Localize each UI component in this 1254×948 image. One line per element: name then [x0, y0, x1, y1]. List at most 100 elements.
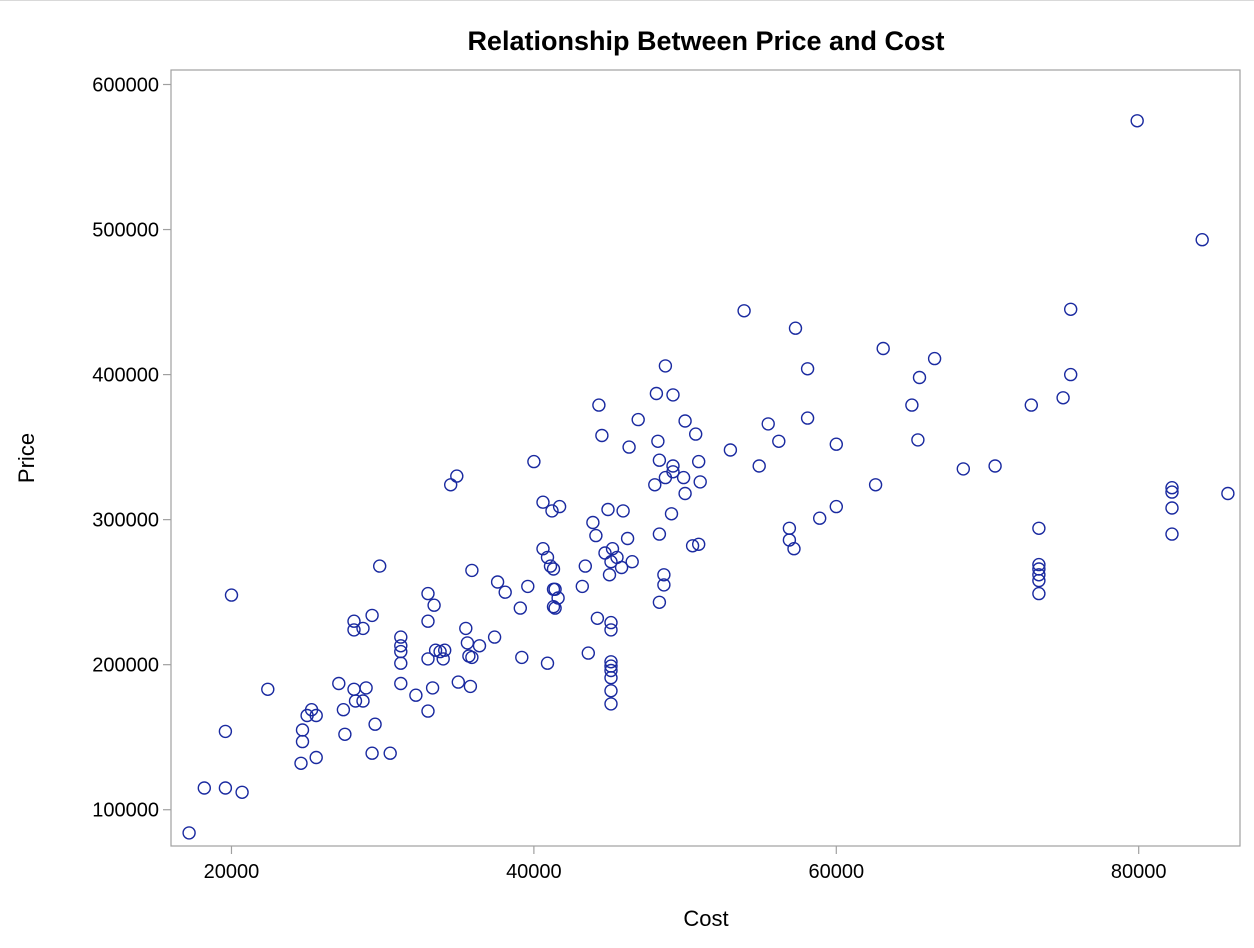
data-point: [513, 601, 527, 615]
data-point: [601, 502, 615, 517]
data-point: [545, 504, 559, 518]
data-point: [1032, 557, 1046, 572]
data-point: [521, 579, 535, 594]
data-point: [692, 454, 706, 469]
data-point: [1221, 486, 1235, 501]
data-point: [666, 465, 680, 479]
data-point: [592, 398, 606, 412]
data-point: [438, 643, 452, 657]
data-point: [652, 595, 667, 609]
data-point: [620, 531, 635, 546]
data-point: [829, 499, 843, 514]
data-point: [295, 723, 310, 737]
data-point: [772, 434, 786, 448]
data-point: [678, 414, 692, 428]
data-point: [472, 639, 487, 653]
data-point: [490, 575, 505, 589]
data-point: [658, 470, 673, 485]
data-point: [444, 478, 458, 492]
data-point: [648, 478, 662, 492]
data-point: [1165, 527, 1179, 541]
data-point: [956, 462, 970, 476]
data-point: [1024, 398, 1039, 412]
data-point: [460, 636, 475, 650]
data-point: [800, 411, 815, 425]
data-point: [548, 582, 562, 596]
y-tick-label: 500000: [92, 220, 159, 242]
data-point: [631, 412, 645, 427]
data-point: [911, 433, 925, 447]
data-point: [309, 750, 323, 765]
data-point: [515, 650, 529, 665]
data-point: [336, 703, 351, 717]
data-point: [552, 499, 567, 514]
y-tick-label: 100000: [92, 800, 159, 822]
data-point: [666, 388, 680, 402]
data-point: [586, 515, 600, 530]
data-point: [1056, 391, 1070, 405]
data-point: [365, 746, 379, 760]
data-point: [536, 495, 550, 509]
data-point: [182, 826, 196, 840]
data-point: [988, 459, 1002, 473]
data-point: [664, 507, 679, 521]
data-point: [338, 727, 352, 741]
data-point: [578, 559, 592, 573]
data-point: [1195, 232, 1209, 247]
data-point: [197, 781, 212, 795]
y-axis-label: Price: [14, 433, 39, 483]
data-point: [224, 588, 239, 602]
data-point: [425, 681, 440, 695]
x-axis-label: Cost: [683, 906, 728, 931]
data-point: [692, 537, 706, 551]
y-tick-label: 600000: [92, 75, 159, 97]
y-axis: 100000 200000 300000 400000 500000 600000: [92, 75, 171, 822]
data-point: [737, 304, 751, 318]
data-point: [604, 623, 618, 637]
data-point: [604, 697, 618, 711]
data-point: [543, 559, 558, 573]
data-point: [689, 427, 703, 441]
chart-title: Relationship Between Price and Cost: [467, 26, 944, 56]
data-point: [595, 428, 609, 443]
data-point: [546, 562, 561, 576]
data-point: [394, 630, 408, 644]
y-tick-label: 400000: [92, 365, 159, 387]
data-point: [604, 684, 618, 698]
data-point: [295, 734, 310, 749]
data-point: [365, 608, 379, 623]
data-point: [356, 621, 370, 636]
data-point: [347, 614, 361, 628]
data-point: [459, 621, 473, 636]
data-point: [436, 652, 450, 666]
data-point: [551, 591, 565, 605]
data-point: [332, 676, 346, 691]
data-point: [1165, 485, 1179, 499]
data-points: [182, 114, 1235, 840]
data-point: [787, 542, 801, 556]
data-point: [876, 341, 890, 356]
data-point: [651, 434, 665, 448]
data-point: [498, 585, 512, 599]
data-point: [1032, 568, 1046, 582]
data-point: [868, 478, 883, 492]
data-point: [800, 362, 815, 376]
data-point: [813, 511, 827, 525]
data-point: [829, 437, 843, 451]
x-tick-label: 40000: [506, 861, 562, 883]
data-point: [905, 398, 919, 412]
data-point: [666, 459, 680, 473]
data-point: [368, 717, 382, 731]
y-tick-label: 300000: [92, 510, 159, 532]
data-point: [1130, 114, 1144, 128]
data-point: [649, 386, 664, 401]
data-point: [294, 756, 308, 770]
data-point: [761, 417, 775, 431]
data-point: [235, 785, 249, 799]
y-tick-label: 200000: [92, 655, 159, 677]
data-point: [421, 586, 435, 601]
data-point: [450, 469, 464, 483]
data-point: [658, 359, 673, 373]
